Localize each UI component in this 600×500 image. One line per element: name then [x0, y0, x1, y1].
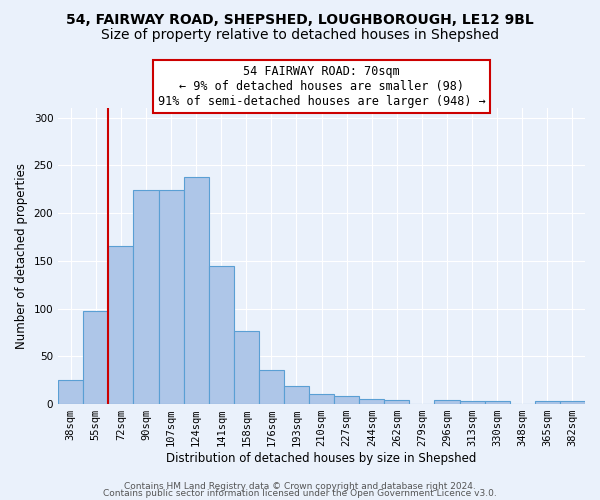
Bar — [109, 246, 133, 404]
Bar — [334, 396, 359, 404]
X-axis label: Distribution of detached houses by size in Shepshed: Distribution of detached houses by size … — [166, 452, 477, 465]
Text: 54, FAIRWAY ROAD, SHEPSHED, LOUGHBOROUGH, LE12 9BL: 54, FAIRWAY ROAD, SHEPSHED, LOUGHBOROUGH… — [66, 12, 534, 26]
Bar — [460, 401, 485, 404]
Bar — [133, 190, 158, 404]
Text: Contains public sector information licensed under the Open Government Licence v3: Contains public sector information licen… — [103, 489, 497, 498]
Text: 54 FAIRWAY ROAD: 70sqm
← 9% of detached houses are smaller (98)
91% of semi-deta: 54 FAIRWAY ROAD: 70sqm ← 9% of detached … — [158, 65, 485, 108]
Bar — [234, 332, 259, 404]
Bar — [560, 401, 585, 404]
Bar — [284, 386, 309, 404]
Bar — [158, 190, 184, 404]
Bar — [184, 177, 209, 404]
Text: Size of property relative to detached houses in Shepshed: Size of property relative to detached ho… — [101, 28, 499, 42]
Bar — [309, 394, 334, 404]
Bar — [259, 370, 284, 404]
Bar — [434, 400, 460, 404]
Text: Contains HM Land Registry data © Crown copyright and database right 2024.: Contains HM Land Registry data © Crown c… — [124, 482, 476, 491]
Bar — [359, 400, 385, 404]
Bar — [209, 266, 234, 404]
Bar — [485, 401, 510, 404]
Y-axis label: Number of detached properties: Number of detached properties — [15, 163, 28, 349]
Bar — [58, 380, 83, 404]
Bar — [83, 312, 109, 404]
Bar — [385, 400, 409, 404]
Bar — [535, 401, 560, 404]
